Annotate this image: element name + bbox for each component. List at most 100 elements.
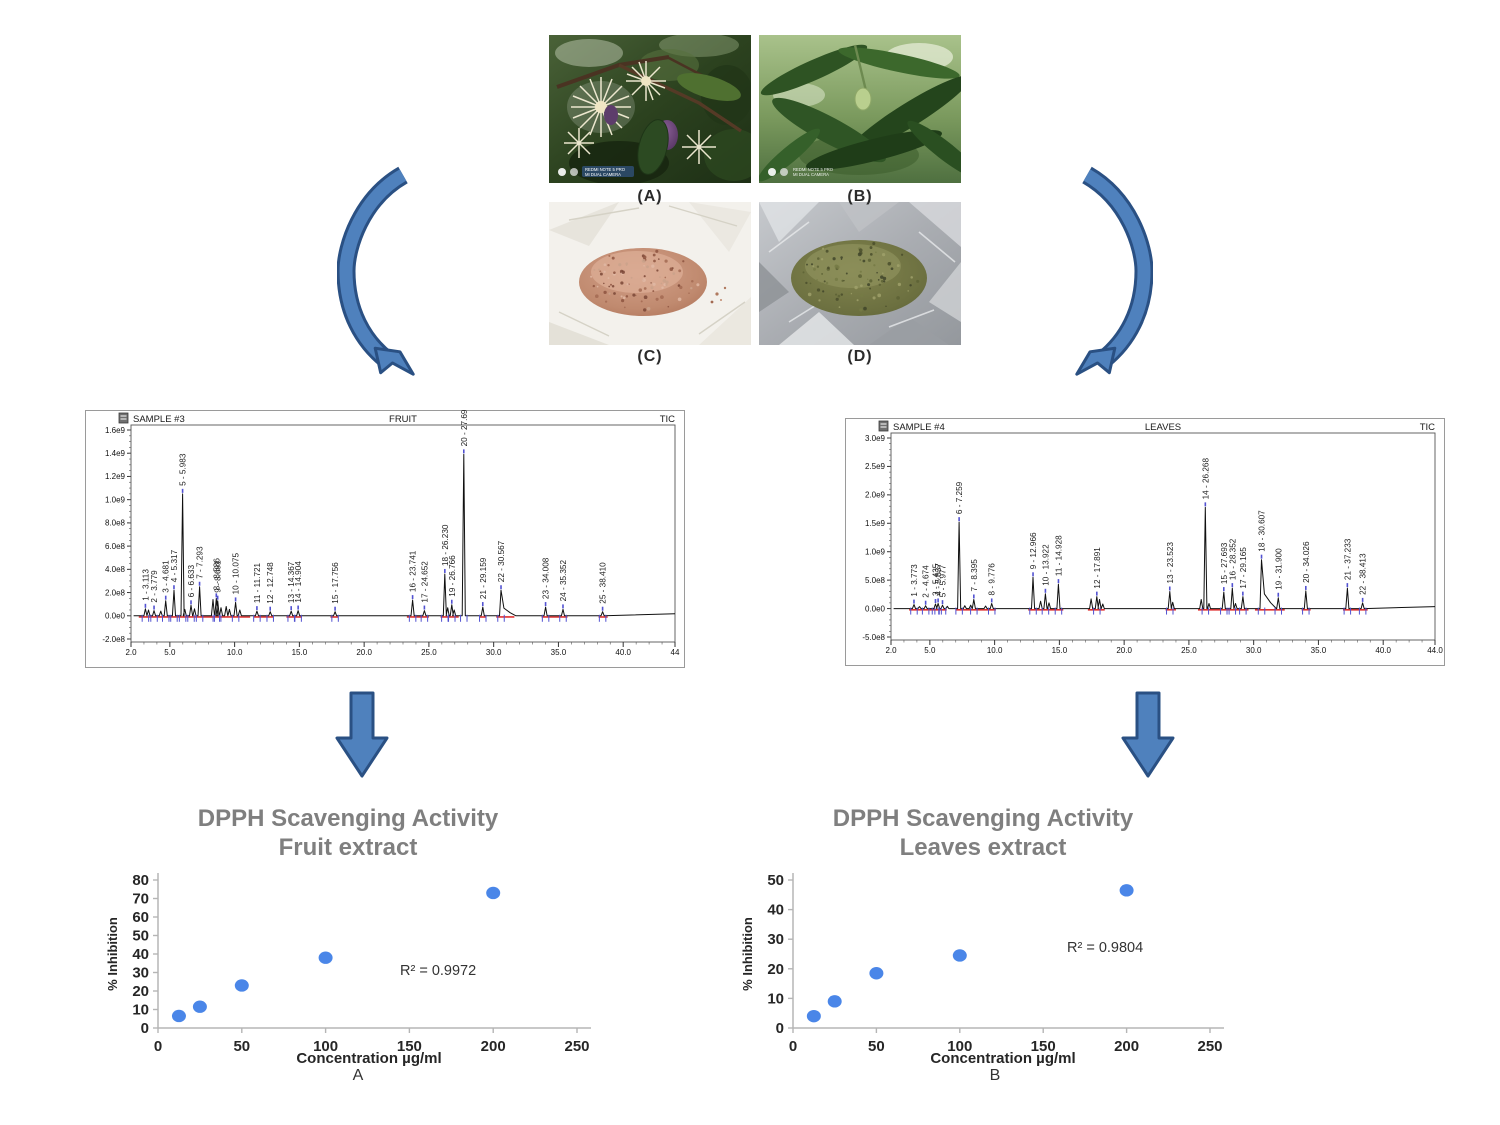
svg-text:7 - 7.293: 7 - 7.293 xyxy=(196,546,205,579)
svg-text:DPPH Scavenging Activity: DPPH Scavenging Activity xyxy=(833,805,1134,832)
svg-text:Concentration µg/ml: Concentration µg/ml xyxy=(296,1050,441,1067)
svg-text:Fruit extract: Fruit extract xyxy=(279,834,418,861)
svg-text:35.0: 35.0 xyxy=(551,648,567,657)
svg-text:SAMPLE #4: SAMPLE #4 xyxy=(893,422,945,433)
svg-text:23 - 34.008: 23 - 34.008 xyxy=(542,557,551,599)
photo-label-d: (D) xyxy=(847,348,873,365)
svg-text:B: B xyxy=(990,1067,1001,1084)
svg-text:30.0: 30.0 xyxy=(486,648,502,657)
svg-text:% Inhibition: % Inhibition xyxy=(105,917,120,991)
svg-text:5.0: 5.0 xyxy=(924,646,936,655)
svg-text:0: 0 xyxy=(789,1038,797,1055)
svg-text:15 - 17.756: 15 - 17.756 xyxy=(331,562,340,604)
svg-text:20: 20 xyxy=(767,961,784,978)
svg-text:1.4e9: 1.4e9 xyxy=(105,449,126,458)
svg-text:-2.0e8: -2.0e8 xyxy=(102,635,125,644)
svg-text:FRUIT: FRUIT xyxy=(389,414,417,425)
svg-text:10.0: 10.0 xyxy=(987,646,1003,655)
svg-text:3 - 5.435: 3 - 5.435 xyxy=(932,563,941,596)
svg-text:30.0: 30.0 xyxy=(1246,646,1262,655)
svg-text:11 - 14.928: 11 - 14.928 xyxy=(1054,535,1063,576)
svg-text:14 - 26.268: 14 - 26.268 xyxy=(1201,458,1210,500)
svg-text:7 - 8.395: 7 - 8.395 xyxy=(970,559,979,592)
svg-text:100: 100 xyxy=(313,1038,338,1055)
svg-text:3 - 4.681: 3 - 4.681 xyxy=(162,560,171,593)
svg-text:40: 40 xyxy=(767,902,784,919)
camera-watermark: REDMI NOTE 5 PRO MI DUAL CAMERA xyxy=(558,166,634,177)
svg-text:21 - 37.233: 21 - 37.233 xyxy=(1343,538,1352,580)
svg-text:Leaves extract: Leaves extract xyxy=(900,834,1067,861)
svg-text:250: 250 xyxy=(564,1038,589,1055)
watermark-text: MI DUAL CAMERA xyxy=(793,172,829,177)
svg-text:DPPH Scavenging Activity: DPPH Scavenging Activity xyxy=(198,805,499,832)
svg-text:22 - 38.413: 22 - 38.413 xyxy=(1359,553,1368,595)
svg-text:9 - 8.691: 9 - 8.691 xyxy=(214,560,223,593)
svg-text:0: 0 xyxy=(776,1020,784,1037)
svg-text:TIC: TIC xyxy=(660,414,675,425)
svg-text:200: 200 xyxy=(1114,1038,1139,1055)
camera-watermark: REDMI NOTE 5 PRO MI DUAL CAMERA xyxy=(768,167,834,177)
svg-text:0: 0 xyxy=(154,1038,162,1055)
svg-text:0: 0 xyxy=(141,1020,149,1037)
lanceolate-leaves xyxy=(759,44,961,182)
svg-text:40: 40 xyxy=(132,946,149,963)
svg-text:16 - 28.352: 16 - 28.352 xyxy=(1228,538,1237,580)
svg-text:10.0: 10.0 xyxy=(227,648,243,657)
svg-text:20.0: 20.0 xyxy=(1116,646,1132,655)
svg-text:2.5e9: 2.5e9 xyxy=(865,462,886,471)
svg-text:0.0e0: 0.0e0 xyxy=(105,612,126,621)
svg-text:2.0e9: 2.0e9 xyxy=(865,491,886,500)
svg-text:TIC: TIC xyxy=(1420,422,1435,433)
svg-text:6 - 6.633: 6 - 6.633 xyxy=(187,565,196,598)
svg-text:19 - 26.766: 19 - 26.766 xyxy=(448,555,457,597)
svg-text:44.0: 44.0 xyxy=(1427,646,1443,655)
svg-text:20 - 34.026: 20 - 34.026 xyxy=(1302,541,1311,583)
svg-text:10 - 10.075: 10 - 10.075 xyxy=(232,553,241,595)
photo-label-c: (C) xyxy=(637,348,663,365)
svg-text:250: 250 xyxy=(1197,1038,1222,1055)
svg-text:4 - 5.317: 4 - 5.317 xyxy=(170,549,179,582)
svg-text:50: 50 xyxy=(767,872,784,889)
svg-text:40.0: 40.0 xyxy=(1375,646,1391,655)
svg-text:8 - 9.776: 8 - 9.776 xyxy=(988,563,997,596)
svg-text:13 - 14.367: 13 - 14.367 xyxy=(287,561,296,603)
svg-text:R² = 0.9972: R² = 0.9972 xyxy=(400,963,476,979)
photo-flowering-branch: REDMI NOTE 5 PRO MI DUAL CAMERA xyxy=(549,35,751,183)
svg-text:60: 60 xyxy=(132,909,149,926)
svg-text:Concentration µg/ml: Concentration µg/ml xyxy=(930,1050,1075,1067)
svg-text:1.2e9: 1.2e9 xyxy=(105,472,126,481)
powder-speckles xyxy=(802,241,920,312)
svg-text:R² = 0.9804: R² = 0.9804 xyxy=(1067,940,1143,956)
svg-text:SAMPLE #3: SAMPLE #3 xyxy=(133,414,185,425)
svg-text:10 - 13.922: 10 - 13.922 xyxy=(1041,544,1050,586)
svg-text:12 - 12.748: 12 - 12.748 xyxy=(266,562,275,604)
svg-text:LEAVES: LEAVES xyxy=(1145,422,1181,433)
curved-arrow-right xyxy=(1075,166,1153,376)
svg-text:21 - 29.159: 21 - 29.159 xyxy=(479,557,488,599)
svg-text:35.0: 35.0 xyxy=(1311,646,1327,655)
svg-text:3.0e9: 3.0e9 xyxy=(865,434,886,443)
chromatogram-fruit: SAMPLE #3 FRUIT TIC 1.6e9 1.4e9 1.2e9 1.0e9 8.0… xyxy=(85,410,685,668)
svg-text:10: 10 xyxy=(767,990,784,1007)
photo-leafy-branch: REDMI NOTE 5 PRO MI DUAL CAMERA xyxy=(759,35,961,183)
specimen-photo-grid: REDMI NOTE 5 PRO MI DUAL CAMERA xyxy=(549,35,961,367)
svg-text:25.0: 25.0 xyxy=(1181,646,1197,655)
svg-text:18 - 26.230: 18 - 26.230 xyxy=(441,524,450,566)
svg-text:24 - 35.352: 24 - 35.352 xyxy=(559,560,568,602)
svg-text:16 - 23.741: 16 - 23.741 xyxy=(409,550,418,592)
svg-text:12 - 17.891: 12 - 17.891 xyxy=(1093,547,1102,589)
svg-text:50: 50 xyxy=(233,1038,250,1055)
svg-text:150: 150 xyxy=(1031,1038,1056,1055)
svg-text:20 - 27.693: 20 - 27.693 xyxy=(460,410,469,446)
svg-text:20.0: 20.0 xyxy=(356,648,372,657)
svg-text:8.0e8: 8.0e8 xyxy=(105,519,126,528)
watermark-text: MI DUAL CAMERA xyxy=(585,172,621,177)
svg-text:80: 80 xyxy=(132,872,149,889)
svg-text:8 - 8.586: 8 - 8.586 xyxy=(212,558,221,591)
svg-text:15.0: 15.0 xyxy=(1052,646,1068,655)
svg-text:200: 200 xyxy=(481,1038,506,1055)
svg-text:25 - 38.410: 25 - 38.410 xyxy=(599,562,608,604)
